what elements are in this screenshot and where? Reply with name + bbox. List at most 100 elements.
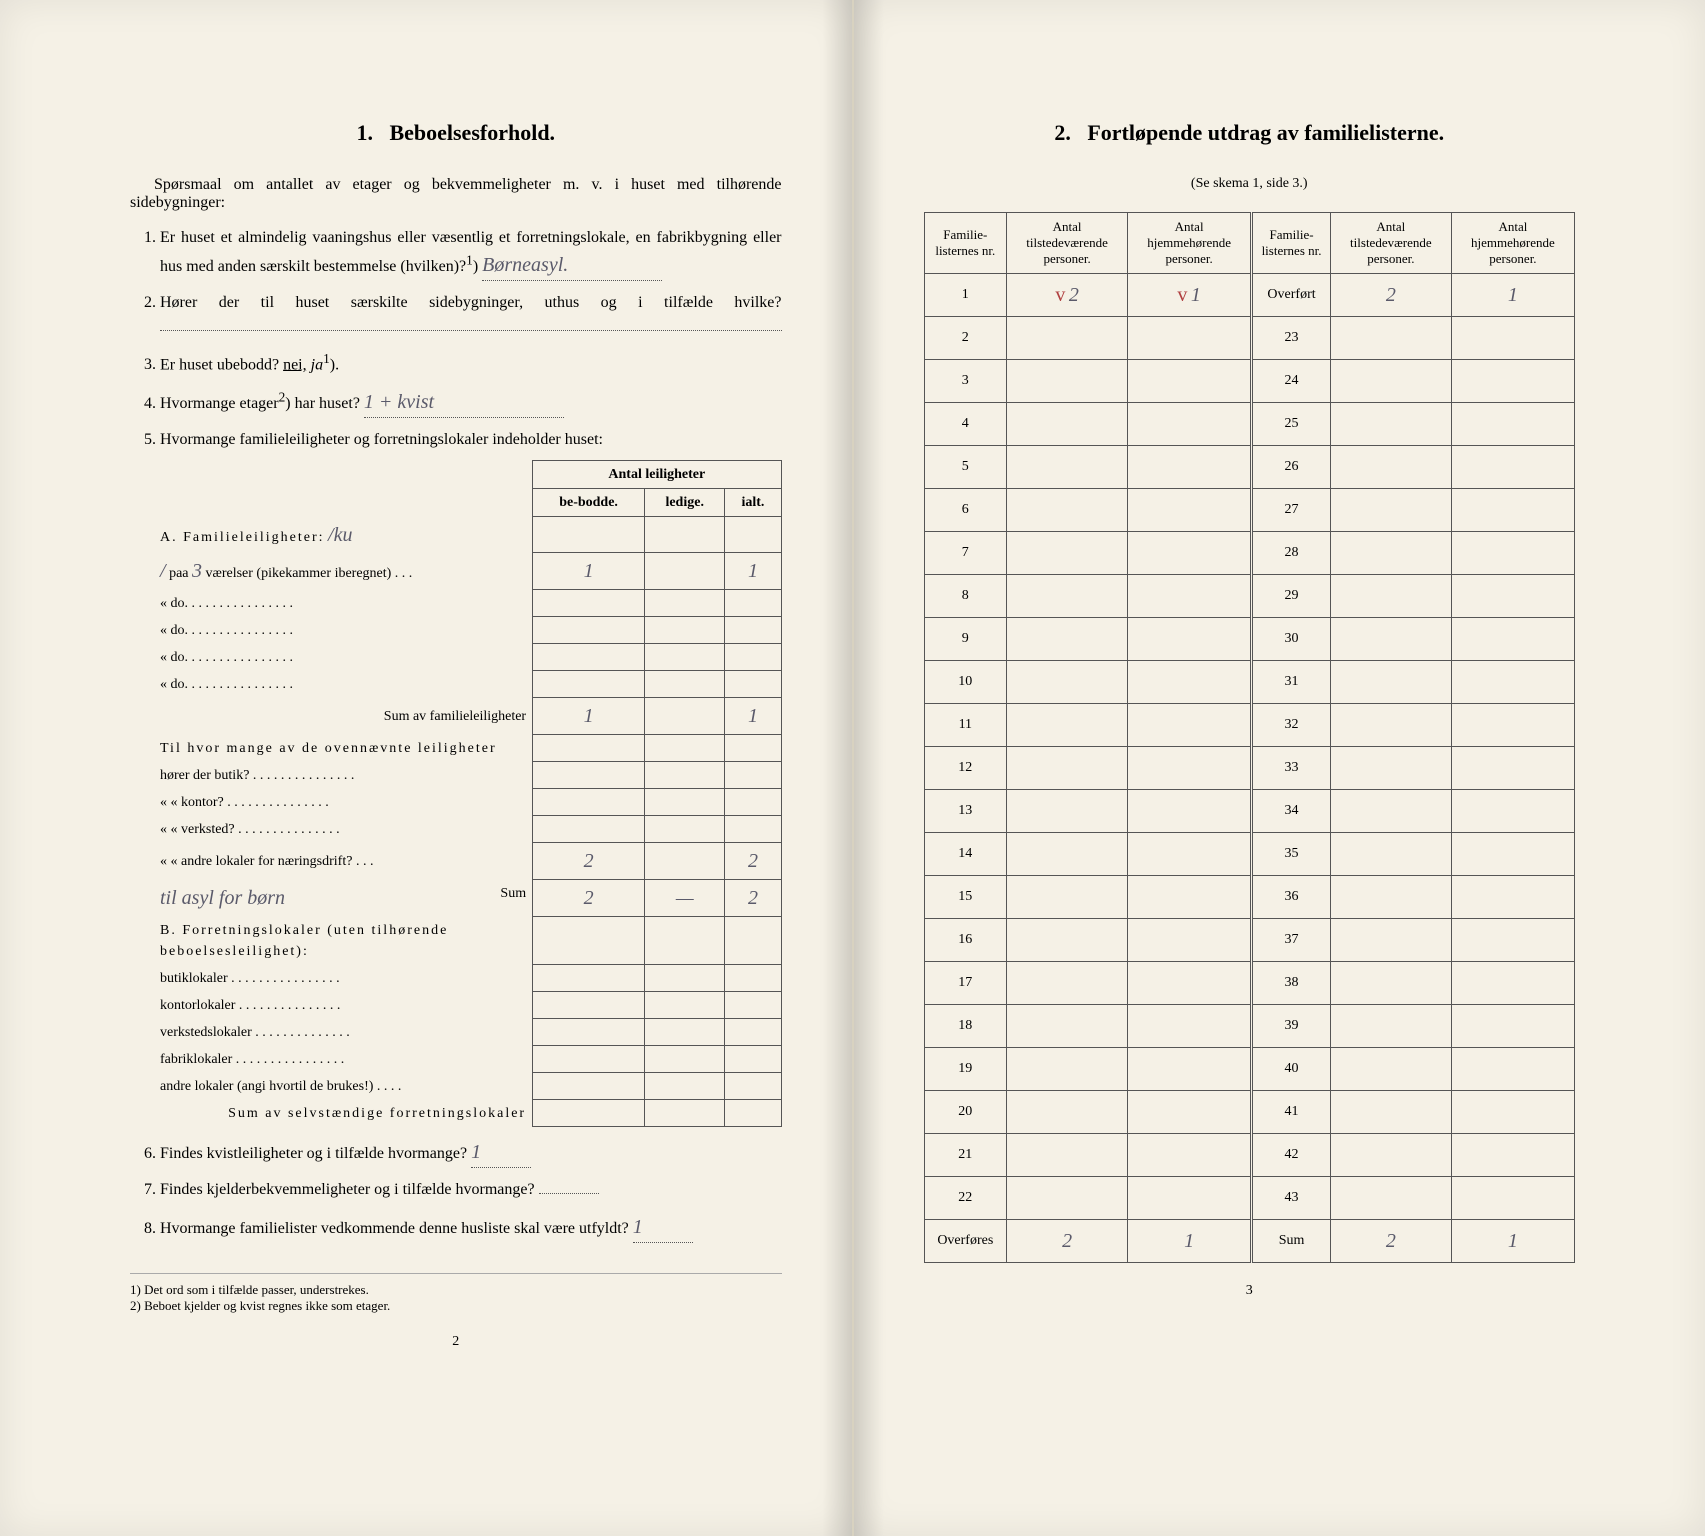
- row-hjemme-l: [1128, 403, 1252, 446]
- ovennevnte-q: Til hvor mange av de ovennævnte leilighe…: [160, 735, 533, 762]
- row-hjemme-r: [1451, 618, 1574, 661]
- row-hjemme-r: [1451, 446, 1574, 489]
- sum-b-label: Sum av selvstændige forretningslokaler: [160, 1100, 533, 1127]
- q4-post: ) har huset?: [285, 395, 360, 412]
- row-nr-l: 14: [924, 833, 1007, 876]
- row-tilstede-r: [1330, 532, 1451, 575]
- row-tilstede-l: [1007, 1134, 1128, 1177]
- sum-label: Sum: [500, 883, 526, 904]
- q3-pre: Er huset ubebodd?: [160, 356, 279, 373]
- sum-hjemme-r: 1: [1508, 1230, 1518, 1252]
- q8-text: Hvormange familielister vedkommende denn…: [160, 1220, 629, 1237]
- sum-label-r: Sum: [1252, 1220, 1331, 1263]
- overfort-hjemme: 1: [1508, 284, 1518, 306]
- row-nr-r: 25: [1252, 403, 1331, 446]
- row-hjemme-r: [1451, 317, 1574, 360]
- row-nr-l: 19: [924, 1048, 1007, 1091]
- row-nr-r: 40: [1252, 1048, 1331, 1091]
- row-hjemme-l: [1128, 1005, 1252, 1048]
- section-b-title: B. Forretningslokaler (uten tilhørende b…: [160, 917, 533, 965]
- row-tilstede-r: [1330, 790, 1451, 833]
- table-row: 324: [924, 360, 1575, 403]
- overfort-tilstede: 2: [1386, 284, 1396, 306]
- row-hjemme-l: [1128, 1134, 1252, 1177]
- row1-hjemme-val: 1: [1191, 284, 1201, 306]
- row-a2: « do. . . . . . . . . . . . . . . .: [160, 590, 533, 617]
- row-hjemme-l: [1128, 1091, 1252, 1134]
- row-tilstede-l: [1007, 489, 1128, 532]
- table-row: 1637: [924, 919, 1575, 962]
- row-nr-r: 43: [1252, 1177, 1331, 1220]
- question-1: Er huset et almindelig vaaningshus eller…: [160, 226, 782, 281]
- row-tilstede-l: [1007, 1005, 1128, 1048]
- row-tilstede-r: [1330, 1048, 1451, 1091]
- question-8: Hvormange familielister vedkommende denn…: [160, 1212, 782, 1243]
- row-verksted: « « verksted? . . . . . . . . . . . . . …: [160, 816, 533, 843]
- row-tilstede-l: [1007, 1177, 1128, 1220]
- right-page-number: 3: [924, 1283, 1576, 1299]
- th-ialt: ialt.: [725, 489, 781, 517]
- spine-shadow: [854, 0, 884, 1536]
- row-hjemme-r: [1451, 962, 1574, 1005]
- row-hjemme-l: [1128, 919, 1252, 962]
- row-nr-r: 30: [1252, 618, 1331, 661]
- left-page-number: 2: [130, 1334, 782, 1350]
- row-fabriklokaler: fabriklokaler . . . . . . . . . . . . . …: [160, 1046, 533, 1073]
- andre-ialt: 2: [748, 850, 758, 872]
- spine-shadow: [822, 0, 852, 1536]
- row-tilstede-r: [1330, 747, 1451, 790]
- sum-a-label: Sum av familieleiligheter: [160, 698, 533, 735]
- table-row: 4 25: [924, 403, 1575, 446]
- row-nr-l: 18: [924, 1005, 1007, 1048]
- row-nr-l: 6: [924, 489, 1007, 532]
- row-tilstede-l: [1007, 1048, 1128, 1091]
- row-kontor: « « kontor? . . . . . . . . . . . . . . …: [160, 789, 533, 816]
- q4-answer: 1 + kvist: [364, 391, 434, 413]
- row-hjemme-l: [1128, 317, 1252, 360]
- row-hjemme-r: [1451, 1091, 1574, 1134]
- row-nr-l: 8: [924, 575, 1007, 618]
- th-bebodde: be-bodde.: [533, 489, 645, 517]
- q8-answer: 1: [633, 1216, 643, 1238]
- row-tilstede-l: [1007, 790, 1128, 833]
- table-row: 1435: [924, 833, 1575, 876]
- th-familie-nr-l: Familie-listernes nr.: [924, 213, 1007, 274]
- right-page: 2. Fortløpende utdrag av familielisterne…: [853, 0, 1705, 1536]
- left-section-title: 1. Beboelsesforhold.: [130, 120, 782, 146]
- row-nr-l: 20: [924, 1091, 1007, 1134]
- section-number: 1.: [356, 120, 373, 145]
- q4-pre: Hvormange etager: [160, 395, 279, 412]
- row-tilstede-r: [1330, 446, 1451, 489]
- row-verkstedslokaler: verkstedslokaler . . . . . . . . . . . .…: [160, 1019, 533, 1046]
- row-nr-l: 9: [924, 618, 1007, 661]
- row-hjemme-l: [1128, 704, 1252, 747]
- leilighet-table: Antal leiligheter be-bodde. ledige. ialt…: [160, 460, 782, 1127]
- row-nr-l: 3: [924, 360, 1007, 403]
- row-a1-prefix: /: [160, 560, 166, 582]
- row-hjemme-r: [1451, 403, 1574, 446]
- footnote-1: 1) Det ord som i tilfælde passer, unders…: [130, 1282, 782, 1298]
- q1-answer: Børneasyl.: [482, 254, 568, 276]
- q6-text: Findes kvistleiligheter og i tilfælde hv…: [160, 1145, 467, 1162]
- row1-tilstede-mark: v: [1055, 284, 1065, 306]
- row-hjemme-r: [1451, 833, 1574, 876]
- row-tilstede-r: [1330, 919, 1451, 962]
- row-hjemme-l: [1128, 661, 1252, 704]
- row-hjemme-r: [1451, 1005, 1574, 1048]
- row-hjemme-r: [1451, 790, 1574, 833]
- row-nr-l: 4: [924, 403, 1007, 446]
- row-hjemme-l: [1128, 360, 1252, 403]
- table-row: 1132: [924, 704, 1575, 747]
- section-a-note: /ku: [328, 524, 352, 546]
- row-hjemme-r: [1451, 489, 1574, 532]
- row-tilstede-r: [1330, 575, 1451, 618]
- row-a5: « do. . . . . . . . . . . . . . . .: [160, 671, 533, 698]
- row-nr-l: 2: [924, 317, 1007, 360]
- row-tilstede-l: [1007, 661, 1128, 704]
- sum-ledige: —: [676, 887, 694, 909]
- row-nr-r: 27: [1252, 489, 1331, 532]
- th-hjemme-r: Antal hjemmehørende personer.: [1451, 213, 1574, 274]
- row-hjemme-r: [1451, 1134, 1574, 1177]
- row-andre-naering: « « andre lokaler for næringsdrift? . . …: [160, 843, 533, 880]
- table-row: 2041: [924, 1091, 1575, 1134]
